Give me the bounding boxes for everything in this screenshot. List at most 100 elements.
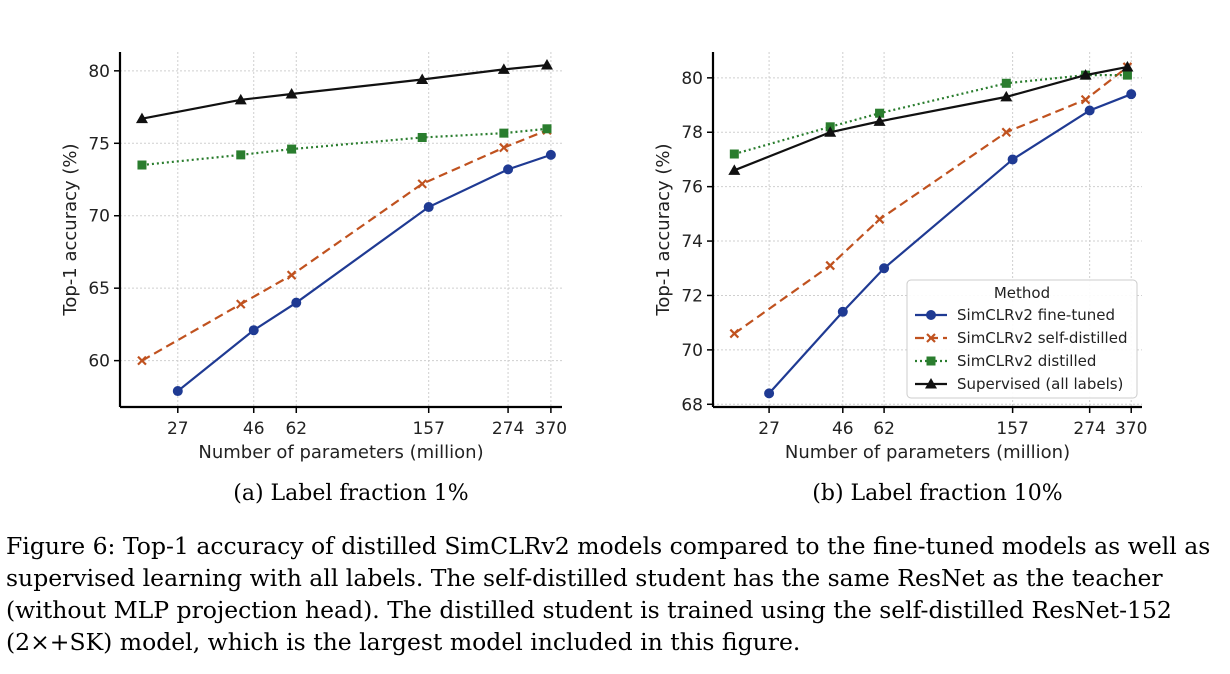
y-tick-label: 75 [88, 134, 110, 154]
data-point-supervised-all-labels [1000, 90, 1013, 102]
legend-entry-supervised-all-labels: Supervised (all labels) [915, 375, 1123, 393]
legend-marker [925, 378, 937, 389]
legend-title: Method [994, 284, 1050, 302]
legend-label: Supervised (all labels) [957, 375, 1123, 393]
series-line-simclrv2-distilled [141, 127, 548, 167]
data-point-simclrv2-self-distilled-stroke-b [235, 299, 246, 309]
x-axis-label: Number of parameters (million) [785, 442, 1070, 463]
data-point-supervised-all-labels [1121, 60, 1134, 72]
y-tick-label: 76 [681, 178, 703, 198]
x-tick-label: 157 [412, 419, 444, 439]
data-point-simclrv2-fine-tuned [837, 306, 848, 317]
legend: Method SimCLRv2 fine-tuned SimCLRv2 self-d… [906, 279, 1138, 399]
legend-entry-simclrv2-distilled: SimCLRv2 distilled [915, 352, 1096, 370]
data-point-simclrv2-self-distilled [137, 355, 147, 366]
series-supervised-all-labels [728, 60, 1134, 175]
data-point-simclrv2-distilled [236, 150, 246, 160]
data-point-supervised-all-labels [285, 88, 298, 99]
x-tick-label: 46 [243, 419, 265, 439]
subcaption: (b) Label fraction 10% [812, 481, 1062, 506]
y-tick-label: 65 [88, 279, 110, 299]
legend-label: SimCLRv2 distilled [957, 352, 1096, 370]
data-point-simclrv2-distilled [417, 132, 427, 142]
y-tick-label: 78 [681, 123, 703, 143]
legend-entry-simclrv2-self-distilled: SimCLRv2 self-distilled [915, 329, 1127, 347]
x-tick-label: 62 [873, 419, 895, 439]
x-tick-label: 274 [492, 419, 524, 439]
data-point-simclrv2-self-distilled [874, 214, 885, 225]
legend-marker [926, 356, 936, 366]
chart-b: 68 70 72 74 76 78 80 27 46 62 157 274 370 Number of p… [653, 52, 1147, 506]
data-point-simclrv2-self-distilled-stroke-b [874, 214, 885, 225]
data-point-supervised-all-labels [824, 126, 837, 137]
data-point-simclrv2-self-distilled [729, 328, 740, 339]
legend-box [906, 279, 1138, 399]
data-point-simclrv2-self-distilled-stroke-b [137, 355, 147, 366]
data-point-simclrv2-self-distilled [286, 270, 297, 280]
data-point-simclrv2-self-distilled-stroke-b [499, 142, 509, 153]
data-point-simclrv2-distilled [499, 128, 509, 138]
data-point-simclrv2-distilled [287, 144, 297, 154]
x-tick-label: 370 [1115, 419, 1147, 439]
series-line-supervised-all-labels [141, 63, 548, 120]
series-line-simclrv2-fine-tuned [177, 153, 552, 392]
y-tick-label: 74 [681, 232, 703, 252]
data-point-simclrv2-distilled [1122, 70, 1132, 80]
y-tick-label: 60 [88, 352, 110, 372]
data-point-simclrv2-self-distilled [235, 299, 246, 309]
data-point-simclrv2-fine-tuned [423, 202, 434, 213]
series-line-simclrv2-self-distilled [141, 129, 548, 362]
series-simclrv2-fine-tuned [764, 89, 1137, 399]
data-point-simclrv2-fine-tuned [879, 263, 890, 274]
data-point-simclrv2-distilled [875, 108, 885, 118]
data-point-simclrv2-fine-tuned [291, 297, 302, 308]
series-line-simclrv2-distilled [734, 74, 1128, 156]
y-axis-label: Top-1 accuracy (%) [60, 143, 81, 316]
data-point-simclrv2-self-distilled [1080, 94, 1091, 105]
y-axis-label: Top-1 accuracy (%) [653, 143, 674, 316]
legend-label: SimCLRv2 self-distilled [957, 329, 1127, 347]
y-tick-label: 72 [681, 286, 703, 306]
legend-marker [926, 333, 936, 343]
legend-entry-simclrv2-fine-tuned: SimCLRv2 fine-tuned [915, 306, 1115, 324]
data-point-supervised-all-labels [416, 73, 429, 85]
series-simclrv2-self-distilled [137, 125, 552, 366]
data-point-simclrv2-distilled [137, 160, 147, 170]
x-tick-label: 274 [1073, 419, 1105, 439]
data-point-simclrv2-self-distilled-stroke-b [1080, 94, 1091, 105]
data-point-supervised-all-labels [234, 93, 247, 105]
data-point-supervised-all-labels [873, 115, 886, 126]
x-axis-label: Number of parameters (million) [198, 442, 483, 463]
y-tick-label: 70 [681, 341, 703, 361]
series-line-supervised-all-labels [733, 65, 1128, 172]
data-point-simclrv2-self-distilled [499, 142, 509, 153]
figure-caption: Figure 6: Top-1 accuracy of distilled Si… [6, 532, 1211, 656]
figure-canvas: 60 65 70 75 80 27 46 62 157 274 370 Number of param… [60, 52, 1147, 506]
series-simclrv2-fine-tuned [172, 149, 556, 397]
legend-label: SimCLRv2 fine-tuned [957, 306, 1115, 324]
y-tick-label: 70 [88, 207, 110, 227]
x-tick-label: 46 [832, 419, 854, 439]
data-point-simclrv2-self-distilled [417, 179, 427, 189]
legend-marker-stroke-b [926, 333, 936, 343]
data-point-simclrv2-fine-tuned [1084, 105, 1095, 116]
series-simclrv2-distilled [729, 70, 1132, 159]
chart-a: 60 65 70 75 80 27 46 62 157 274 370 Number of param… [60, 52, 567, 506]
x-tick-label: 27 [758, 419, 780, 439]
data-point-simclrv2-self-distilled-stroke-b [417, 179, 427, 189]
x-tick-label: 370 [535, 419, 567, 439]
data-point-simclrv2-self-distilled-stroke-b [1001, 127, 1012, 138]
data-point-simclrv2-self-distilled-stroke-b [825, 260, 835, 271]
data-point-simclrv2-fine-tuned [545, 149, 556, 160]
y-tick-label: 68 [681, 395, 703, 415]
data-point-simclrv2-fine-tuned [764, 388, 775, 399]
legend-marker [926, 310, 936, 320]
y-tick-label: 80 [88, 62, 110, 82]
data-point-simclrv2-self-distilled [825, 260, 835, 271]
data-point-supervised-all-labels [540, 59, 553, 70]
data-point-supervised-all-labels [728, 164, 741, 175]
data-point-simclrv2-self-distilled-stroke-b [729, 328, 740, 339]
series-simclrv2-distilled [137, 124, 552, 170]
data-point-simclrv2-fine-tuned [172, 386, 183, 397]
data-point-simclrv2-fine-tuned [1007, 154, 1018, 165]
